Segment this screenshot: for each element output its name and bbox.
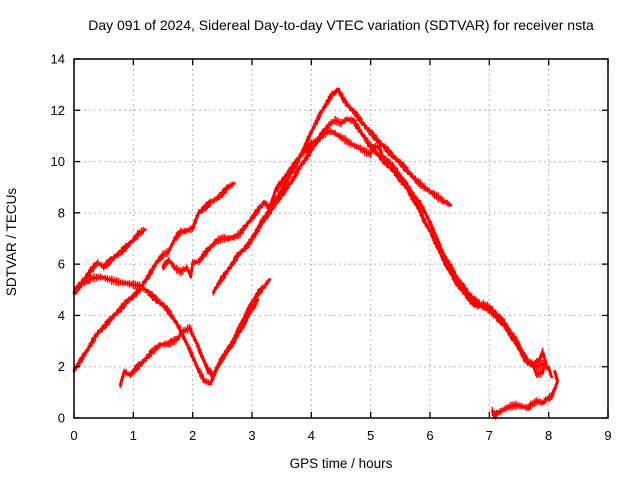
x-tick-label: 0 <box>70 428 77 443</box>
x-tick-label: 7 <box>486 428 493 443</box>
series-6-trace <box>212 88 453 294</box>
series-7-errorbars <box>251 116 547 378</box>
x-tick-label: 6 <box>426 428 433 443</box>
y-tick-label: 12 <box>51 103 65 118</box>
y-tick-label: 8 <box>58 205 65 220</box>
series-4-errorbars <box>119 298 258 388</box>
series-5-errorbars <box>162 126 552 378</box>
series-4-trace <box>118 298 260 387</box>
axis-ticks <box>73 58 609 419</box>
y-tick-label: 2 <box>58 359 65 374</box>
y-tick-label: 6 <box>58 257 65 272</box>
chart-title: Day 091 of 2024, Sidereal Day-to-day VTE… <box>88 17 594 33</box>
x-tick-label: 4 <box>308 428 315 443</box>
x-axis-label: GPS time / hours <box>290 456 393 471</box>
data-series <box>72 87 559 420</box>
x-tick-label: 3 <box>248 428 255 443</box>
y-axis-label: SDTVAR / TECUs <box>4 188 19 297</box>
series-8-errorbars <box>491 369 559 420</box>
x-tick-label: 8 <box>545 428 552 443</box>
x-tick-label: 2 <box>189 428 196 443</box>
y-tick-label: 0 <box>58 411 65 426</box>
series-6-errorbars <box>212 87 450 296</box>
y-tick-label: 10 <box>51 154 65 169</box>
plot-border <box>73 58 609 419</box>
x-tick-label: 1 <box>130 428 137 443</box>
grid <box>74 59 608 418</box>
x-tick-label: 5 <box>367 428 374 443</box>
x-tick-label: 9 <box>604 428 611 443</box>
y-tick-label: 14 <box>51 52 65 67</box>
y-tick-label: 4 <box>58 308 65 323</box>
series-7-trace <box>250 117 548 376</box>
series-5-trace <box>161 129 553 379</box>
